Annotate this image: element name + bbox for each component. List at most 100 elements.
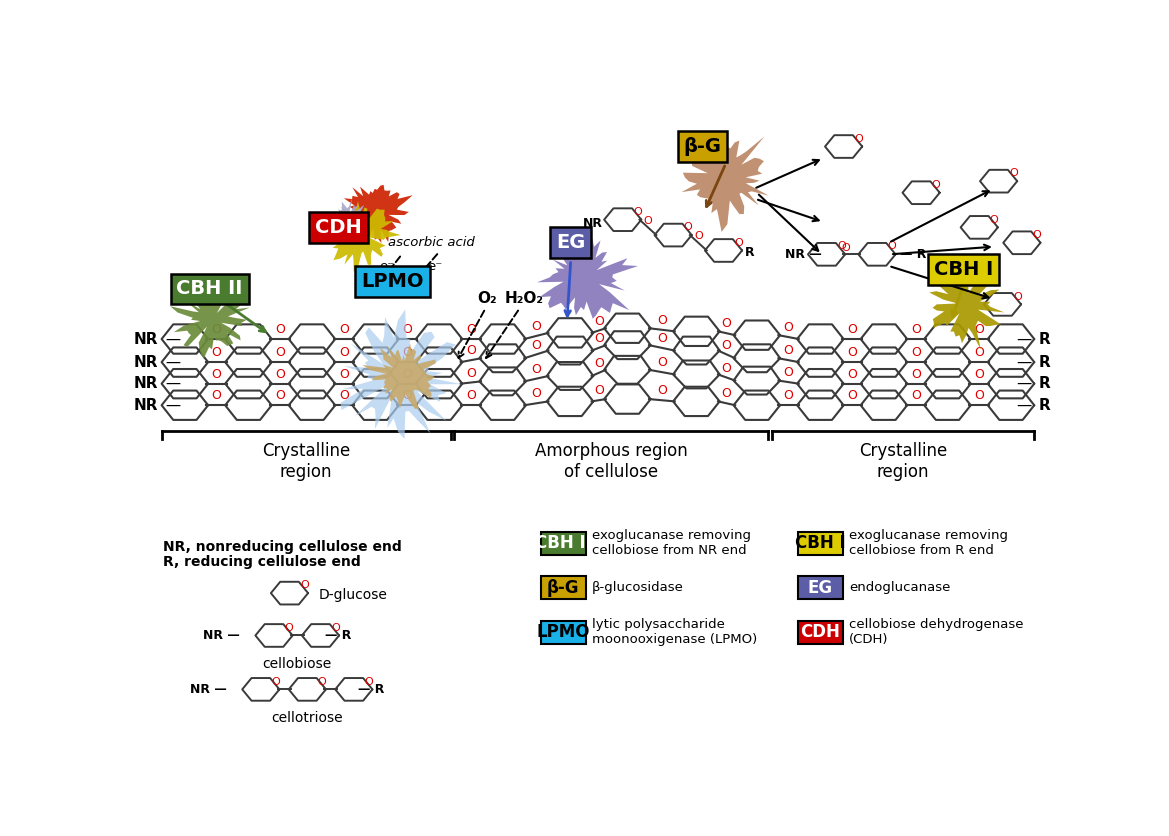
Text: O: O: [974, 324, 984, 336]
Text: O: O: [466, 367, 476, 380]
Text: O: O: [734, 237, 742, 247]
Polygon shape: [332, 201, 401, 272]
Text: O: O: [974, 390, 984, 402]
Text: O: O: [721, 388, 732, 400]
Text: O: O: [911, 390, 921, 402]
Text: O: O: [402, 346, 413, 359]
Text: O: O: [212, 324, 222, 336]
Polygon shape: [341, 185, 413, 245]
Text: O₂: O₂: [477, 292, 497, 307]
Text: O: O: [974, 368, 984, 381]
Text: H₂O₂: H₂O₂: [505, 292, 544, 307]
FancyBboxPatch shape: [540, 621, 586, 644]
Text: O: O: [466, 344, 476, 357]
Text: R: R: [1039, 376, 1051, 391]
Text: O: O: [842, 242, 850, 252]
Text: O: O: [657, 356, 666, 370]
Text: —: —: [161, 398, 181, 413]
Text: O: O: [212, 346, 222, 359]
Text: O: O: [657, 385, 666, 397]
Text: O: O: [284, 623, 293, 633]
Text: O: O: [657, 332, 666, 345]
Text: R: R: [1039, 332, 1051, 346]
FancyBboxPatch shape: [798, 621, 843, 644]
Text: O: O: [594, 385, 603, 397]
Text: O: O: [644, 216, 652, 226]
Text: β-G: β-G: [684, 137, 721, 156]
Text: lytic polysaccharide
moonooxigenase (LPMO): lytic polysaccharide moonooxigenase (LPM…: [592, 619, 758, 646]
Text: O: O: [848, 368, 857, 381]
Text: e⁻: e⁻: [379, 260, 394, 273]
Text: O: O: [990, 215, 998, 225]
Text: — R: — R: [325, 629, 352, 642]
Text: NR —: NR —: [203, 629, 240, 642]
Text: CBH II: CBH II: [177, 279, 243, 298]
Text: LPMO: LPMO: [537, 624, 590, 641]
Text: O: O: [657, 314, 666, 327]
Text: NR —: NR —: [191, 683, 227, 696]
FancyBboxPatch shape: [798, 532, 843, 554]
Text: —: —: [161, 332, 181, 346]
Text: NR —: NR —: [786, 247, 822, 261]
Text: O: O: [694, 232, 703, 242]
Text: O: O: [721, 339, 732, 352]
Text: O: O: [932, 180, 940, 190]
Text: O: O: [848, 346, 857, 359]
Text: O: O: [331, 623, 340, 633]
Text: O: O: [532, 388, 541, 400]
Text: O: O: [887, 242, 897, 252]
Text: O: O: [1014, 292, 1022, 302]
Text: O: O: [271, 676, 281, 686]
Text: ascorbic acid: ascorbic acid: [388, 237, 475, 249]
Text: O: O: [911, 346, 921, 359]
Text: O: O: [318, 676, 326, 686]
Text: —: —: [161, 376, 181, 391]
Text: O: O: [974, 346, 984, 359]
Text: Crystalline
region: Crystalline region: [262, 442, 351, 481]
Text: O: O: [911, 324, 921, 336]
Text: —: —: [161, 354, 181, 370]
Text: β-glucosidase: β-glucosidase: [592, 581, 684, 594]
Text: exoglucanase removing
cellobiose from NR end: exoglucanase removing cellobiose from NR…: [592, 529, 750, 557]
Text: O: O: [594, 314, 603, 328]
FancyBboxPatch shape: [798, 576, 843, 599]
Text: O: O: [783, 344, 794, 357]
Text: β-G: β-G: [547, 579, 580, 597]
Text: O: O: [532, 339, 541, 352]
Text: O: O: [402, 324, 413, 336]
Text: NR: NR: [134, 398, 159, 413]
Text: O: O: [365, 676, 373, 686]
Text: O: O: [848, 324, 857, 336]
Text: EG: EG: [808, 579, 833, 597]
Text: endoglucanase: endoglucanase: [849, 581, 950, 594]
Text: R, reducing cellulose end: R, reducing cellulose end: [164, 555, 361, 569]
Text: O: O: [848, 390, 857, 402]
Polygon shape: [362, 343, 436, 409]
Text: NR, nonreducing cellulose end: NR, nonreducing cellulose end: [164, 540, 402, 554]
Text: O: O: [339, 390, 348, 402]
Text: NR: NR: [583, 217, 603, 230]
Text: O: O: [275, 368, 285, 381]
Text: NR: NR: [134, 332, 159, 346]
Text: O: O: [721, 362, 732, 375]
Text: CDH: CDH: [801, 624, 841, 641]
Text: O: O: [684, 222, 692, 232]
Text: O: O: [634, 206, 642, 217]
Polygon shape: [537, 238, 638, 319]
Text: R: R: [745, 247, 755, 259]
Text: O: O: [275, 390, 285, 402]
Text: Crystalline
region: Crystalline region: [859, 442, 947, 481]
Text: O: O: [466, 324, 476, 336]
Text: CBH II: CBH II: [534, 534, 592, 552]
Text: — R: — R: [900, 247, 927, 261]
Text: O: O: [532, 363, 541, 376]
Text: O: O: [783, 321, 794, 334]
Text: O: O: [212, 368, 222, 381]
Text: O: O: [721, 318, 732, 330]
Text: D-glucose: D-glucose: [319, 589, 388, 603]
Text: O: O: [402, 390, 413, 402]
Text: O: O: [855, 134, 863, 144]
Text: R: R: [1039, 398, 1051, 413]
FancyBboxPatch shape: [540, 532, 586, 554]
Text: —: —: [1017, 376, 1037, 391]
